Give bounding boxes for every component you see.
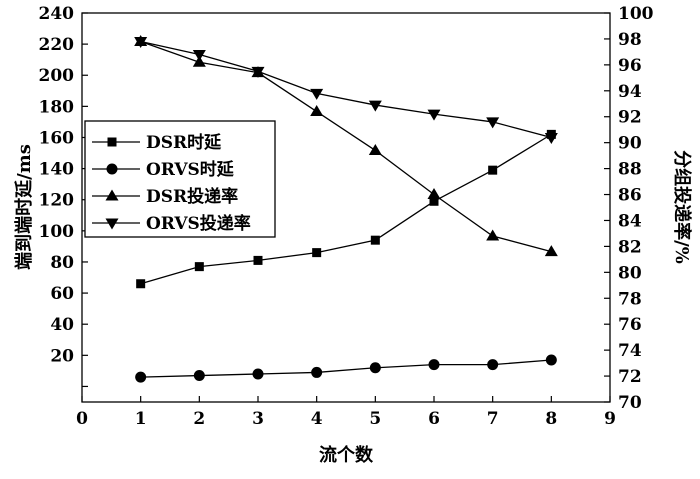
y-right-tick-label: 72 bbox=[618, 367, 642, 387]
x-tick-label: 6 bbox=[428, 409, 440, 429]
y-right-tick-label: 74 bbox=[618, 341, 642, 361]
y-right-tick-label: 92 bbox=[618, 108, 642, 128]
plot-frame bbox=[81, 12, 611, 403]
y-right-tick-label: 90 bbox=[618, 134, 642, 154]
legend-label: DSR时延 bbox=[146, 132, 222, 153]
data-point-series-0 bbox=[136, 279, 146, 289]
data-point-series-1 bbox=[369, 362, 381, 374]
data-point-series-2 bbox=[544, 245, 558, 257]
data-point-series-2 bbox=[427, 188, 441, 200]
y-axis-right-title: 分组投递率/% bbox=[671, 150, 693, 264]
data-point-series-3 bbox=[544, 132, 558, 144]
legend-items: DSR时延 ORVS时延 DSR投递率 ORVS投递率 bbox=[92, 132, 251, 234]
y-right-tick-label: 96 bbox=[618, 56, 642, 76]
y-left-tick-label: 180 bbox=[39, 97, 75, 117]
ticks: 0 1 2 3 4 5 6 7 8 9204060801001201401601802002202… bbox=[39, 4, 654, 429]
data-point-series-0 bbox=[253, 255, 263, 265]
y-axis-left-title: 端到端时延/ms bbox=[14, 144, 35, 270]
x-tick-label: 8 bbox=[545, 409, 557, 429]
x-tick-label: 1 bbox=[135, 409, 147, 429]
y-right-tick-label: 78 bbox=[618, 289, 642, 309]
data-point-series-0 bbox=[194, 262, 204, 272]
data-point-series-0 bbox=[488, 165, 498, 175]
y-right-tick-label: 98 bbox=[618, 30, 642, 50]
y-right-tick-label: 76 bbox=[618, 315, 642, 335]
y-right-tick-label: 86 bbox=[618, 186, 642, 206]
legend-box bbox=[84, 120, 276, 238]
data-point-series-3 bbox=[134, 37, 148, 49]
x-tick-label: 9 bbox=[604, 409, 616, 429]
axes bbox=[81, 12, 611, 403]
series-lines bbox=[140, 40, 552, 378]
y-left-tick-label: 140 bbox=[39, 160, 75, 180]
series-line-1 bbox=[140, 359, 552, 378]
legend-marker bbox=[106, 163, 118, 175]
data-point-series-2 bbox=[486, 229, 500, 241]
y-left-tick-label: 220 bbox=[39, 35, 75, 55]
data-point-series-1 bbox=[545, 354, 557, 366]
legend-marker bbox=[107, 137, 117, 147]
y-left-tick-label: 20 bbox=[50, 346, 74, 366]
data-point-series-1 bbox=[193, 370, 205, 382]
series-line-0 bbox=[140, 133, 552, 285]
legend-label: ORVS时延 bbox=[146, 159, 235, 180]
data-point-series-3 bbox=[192, 49, 206, 61]
series-markers bbox=[134, 35, 558, 383]
data-point-series-1 bbox=[311, 366, 323, 378]
y-left-tick-label: 240 bbox=[39, 4, 75, 24]
legend: DSR时延 ORVS时延 DSR投递率 ORVS投递率 bbox=[84, 120, 276, 238]
legend-label: DSR投递率 bbox=[146, 186, 238, 207]
data-point-series-0 bbox=[370, 235, 380, 245]
data-point-series-3 bbox=[310, 88, 324, 100]
data-point-series-3 bbox=[427, 109, 441, 121]
data-point-series-2 bbox=[368, 143, 382, 155]
y-right-tick-label: 80 bbox=[618, 263, 642, 283]
x-tick-label: 5 bbox=[369, 409, 381, 429]
y-right-tick-label: 88 bbox=[618, 160, 642, 180]
x-tick-label: 4 bbox=[311, 409, 323, 429]
data-point-series-1 bbox=[252, 368, 264, 380]
data-point-series-3 bbox=[251, 66, 265, 78]
y-left-tick-label: 120 bbox=[39, 191, 75, 211]
y-right-tick-label: 94 bbox=[618, 82, 642, 102]
x-tick-label: 2 bbox=[193, 409, 205, 429]
data-point-series-2 bbox=[310, 105, 324, 117]
y-right-tick-label: 100 bbox=[618, 4, 654, 24]
data-point-series-0 bbox=[429, 196, 439, 206]
x-tick-label: 0 bbox=[76, 409, 88, 429]
data-point-series-1 bbox=[428, 359, 440, 371]
x-tick-label: 3 bbox=[252, 409, 264, 429]
y-left-tick-label: 200 bbox=[39, 66, 75, 86]
series-line-3 bbox=[140, 40, 552, 139]
y-right-tick-label: 84 bbox=[618, 211, 642, 231]
legend-marker bbox=[105, 218, 119, 230]
data-point-series-1 bbox=[135, 371, 147, 383]
series-line-2 bbox=[140, 40, 552, 253]
y-right-tick-label: 82 bbox=[618, 237, 642, 257]
y-left-tick-label: 160 bbox=[39, 128, 75, 148]
data-point-series-2 bbox=[192, 55, 206, 67]
data-point-series-3 bbox=[368, 100, 382, 112]
y-left-tick-label: 60 bbox=[50, 284, 74, 304]
y-left-tick-label: 40 bbox=[50, 315, 74, 335]
x-axis-title: 流个数 bbox=[319, 444, 374, 466]
data-point-series-1 bbox=[487, 359, 499, 371]
y-left-tick-label: 100 bbox=[39, 222, 75, 242]
x-tick-label: 7 bbox=[487, 409, 499, 429]
y-left-tick-label: 80 bbox=[50, 253, 74, 273]
y-right-tick-label: 70 bbox=[618, 393, 642, 413]
legend-marker bbox=[105, 189, 119, 201]
data-point-series-3 bbox=[486, 117, 500, 129]
legend-label: ORVS投递率 bbox=[146, 213, 251, 234]
data-point-series-0 bbox=[312, 248, 322, 258]
